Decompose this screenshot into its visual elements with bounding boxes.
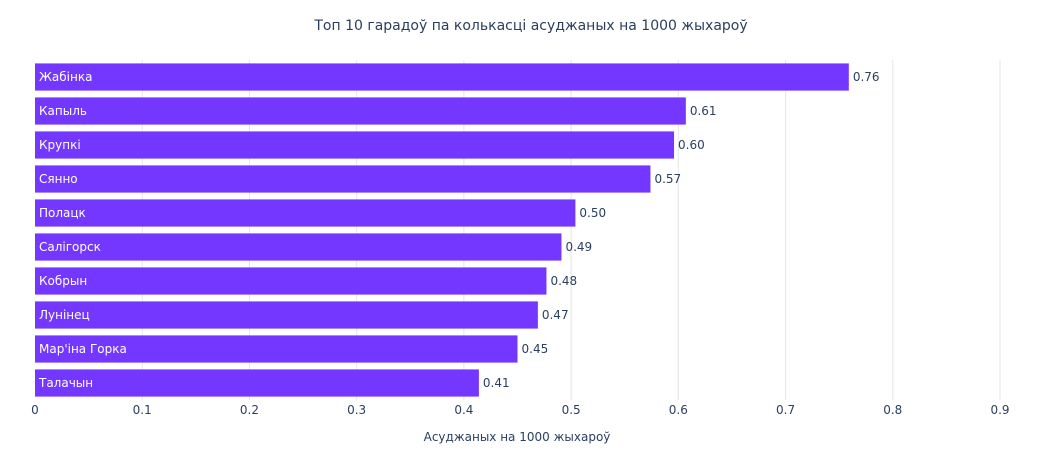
x-tick-label: 0.6 bbox=[669, 403, 688, 417]
bar[interactable] bbox=[35, 63, 849, 91]
x-tick-label: 0.4 bbox=[454, 403, 473, 417]
bar[interactable] bbox=[35, 165, 651, 193]
x-axis-title: Асуджаных на 1000 жыхароў bbox=[424, 430, 611, 444]
bar-category-label: Салігорск bbox=[39, 240, 101, 254]
bar[interactable] bbox=[35, 233, 562, 261]
bar[interactable] bbox=[35, 97, 686, 125]
bar-value-label: 0.49 bbox=[565, 240, 592, 254]
bar-category-label: Капыль bbox=[39, 104, 87, 118]
bar-value-label: 0.47 bbox=[542, 308, 569, 322]
bar[interactable] bbox=[35, 199, 576, 227]
bar-category-label: Полацк bbox=[39, 206, 86, 220]
bar-category-label: Кобрын bbox=[39, 274, 87, 288]
x-tick-label: 0.3 bbox=[347, 403, 366, 417]
chart-title: Топ 10 гарадоў па колькасці асуджаных на… bbox=[313, 18, 747, 34]
bar-category-label: Жабінка bbox=[39, 70, 92, 84]
x-tick-label: 0.2 bbox=[240, 403, 259, 417]
bars bbox=[35, 63, 849, 397]
bar-category-label: Лунінец bbox=[39, 308, 90, 322]
x-tick-label: 0.9 bbox=[990, 403, 1009, 417]
x-axis-ticks: 0 0.1 0.2 0.3 0.4 0.5 0.6 0.7 0.8 0.9 bbox=[31, 403, 1009, 417]
bar-value-label: 0.60 bbox=[678, 138, 705, 152]
bar-category-label: Сянно bbox=[39, 172, 78, 186]
bar-category-label: Мар'іна Горка bbox=[39, 342, 127, 356]
bar[interactable] bbox=[35, 131, 675, 159]
x-tick-label: 0.8 bbox=[883, 403, 902, 417]
bar-value-label: 0.76 bbox=[853, 70, 880, 84]
bar[interactable] bbox=[35, 335, 518, 363]
bar-category-label: Талачын bbox=[38, 376, 93, 390]
bar-value-label: 0.50 bbox=[579, 206, 606, 220]
bar[interactable] bbox=[35, 369, 479, 397]
x-tick-label: 0.1 bbox=[133, 403, 152, 417]
x-tick-label: 0 bbox=[31, 403, 39, 417]
bar-category-label: Крупкі bbox=[39, 138, 81, 152]
bar-value-label: 0.41 bbox=[483, 376, 510, 390]
labels: Жабінка 0.76 Капыль 0.61 Крупкі 0.60 Сянно 0.57… bbox=[38, 70, 880, 390]
bar[interactable] bbox=[35, 267, 547, 295]
bar-value-label: 0.48 bbox=[550, 274, 577, 288]
bar-value-label: 0.45 bbox=[522, 342, 549, 356]
bar[interactable] bbox=[35, 301, 538, 329]
x-tick-label: 0.5 bbox=[562, 403, 581, 417]
x-tick-label: 0.7 bbox=[776, 403, 795, 417]
bar-value-label: 0.61 bbox=[690, 104, 717, 118]
bar-value-label: 0.57 bbox=[654, 172, 681, 186]
